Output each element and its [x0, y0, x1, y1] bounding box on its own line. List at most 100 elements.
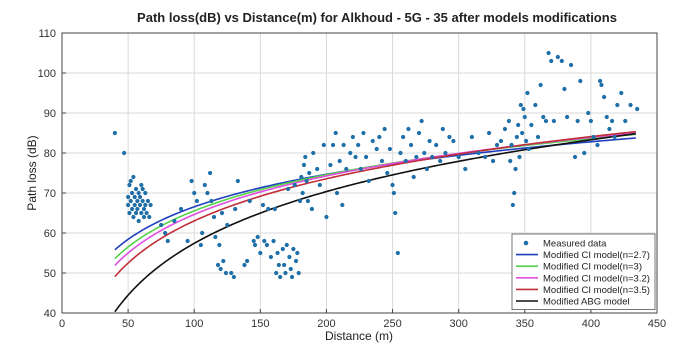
- measured-data-point: [341, 142, 346, 148]
- x-tick-label: 150: [251, 318, 269, 330]
- measured-data-point: [293, 258, 299, 264]
- measured-data-point: [490, 158, 496, 164]
- measured-data-point: [272, 206, 277, 212]
- measured-data-point: [575, 118, 580, 124]
- measured-data-point: [568, 62, 574, 68]
- measured-data-point: [541, 114, 546, 120]
- measured-data-point: [126, 202, 131, 208]
- measured-data-point: [264, 242, 270, 248]
- measured-data-point: [599, 82, 604, 88]
- measured-data-point: [440, 126, 445, 132]
- measured-data-point: [546, 50, 551, 56]
- measured-data-point: [595, 142, 600, 148]
- measured-data-point: [443, 150, 448, 156]
- x-axis-ticks: 0 50 100 150 200 250 300 350 400 450: [59, 309, 666, 330]
- measured-data-point: [301, 162, 307, 168]
- legend-entry-label: Modified CI model(n=2.7): [543, 250, 650, 261]
- line-modified-abg-model: [114, 132, 636, 313]
- measured-data-point: [447, 134, 452, 140]
- measured-data-point: [137, 194, 143, 200]
- legend-entry-label: Modified CI model(n=3.5): [543, 285, 650, 296]
- measured-data-point: [398, 150, 403, 156]
- measured-data-point: [395, 250, 400, 256]
- measured-data-point: [406, 126, 411, 132]
- measured-data-point: [494, 142, 500, 148]
- measured-data-point: [300, 190, 305, 196]
- measured-data-point: [469, 134, 474, 140]
- measured-data-point: [510, 202, 515, 208]
- legend-box: [511, 233, 656, 310]
- measured-data-point: [233, 206, 238, 212]
- measured-data-point: [141, 214, 147, 220]
- measured-data-point: [258, 250, 263, 256]
- measured-data-point: [559, 58, 564, 64]
- measured-data-point: [591, 134, 596, 140]
- measured-data-point: [635, 106, 640, 112]
- y-tick-label: 110: [38, 28, 56, 40]
- measured-data-point: [321, 142, 326, 148]
- x-tick-label: 50: [122, 318, 134, 330]
- measured-data-point: [266, 206, 271, 212]
- measured-data-point: [136, 190, 141, 196]
- x-tick-label: 400: [582, 318, 600, 330]
- measured-data-point: [385, 170, 390, 176]
- measured-data-point: [370, 138, 375, 144]
- measured-data-point: [543, 118, 549, 124]
- measured-data-point: [136, 218, 141, 224]
- measured-data-point: [297, 198, 303, 204]
- measured-data-point: [521, 106, 526, 112]
- measured-data-point: [148, 202, 153, 208]
- measured-data-point: [334, 190, 340, 196]
- measured-data-point: [213, 234, 218, 240]
- measured-data-point: [438, 158, 443, 164]
- measured-data-point: [506, 118, 512, 124]
- measured-data-point: [202, 182, 207, 188]
- measured-data-point: [364, 154, 369, 160]
- measured-data-point: [524, 138, 529, 144]
- y-tick-label: 60: [44, 228, 56, 240]
- measured-data-point: [229, 270, 234, 276]
- measured-data-point: [284, 242, 289, 248]
- measured-data-point: [476, 150, 481, 156]
- measured-data-point: [198, 242, 203, 248]
- measured-data-point: [317, 182, 322, 188]
- measured-data-point: [564, 114, 570, 120]
- measured-data-point: [518, 102, 523, 108]
- measured-data-point: [609, 118, 615, 124]
- measured-data-point: [612, 134, 617, 140]
- measured-data-point: [538, 82, 543, 88]
- measured-data-point: [133, 210, 139, 216]
- measured-points: [112, 50, 640, 280]
- measured-data-point: [194, 198, 199, 204]
- measured-data-point: [628, 102, 633, 108]
- model-lines: [114, 130, 636, 313]
- measured-data-point: [209, 198, 214, 204]
- measured-data-point: [358, 166, 363, 172]
- measured-data-point: [274, 270, 279, 276]
- measured-data-point: [517, 154, 522, 160]
- measured-data-point: [555, 54, 560, 60]
- measured-data-point: [205, 190, 210, 196]
- measured-data-point: [513, 166, 518, 172]
- measured-data-point: [307, 170, 312, 176]
- measured-data-point: [309, 206, 314, 212]
- y-tick-label: 50: [44, 268, 56, 280]
- y-tick-label: 90: [44, 108, 56, 120]
- measured-data-point: [141, 206, 147, 212]
- measured-data-point: [145, 198, 151, 204]
- measured-data-point: [295, 250, 300, 256]
- measured-data-point: [235, 178, 240, 184]
- legend-entry-label: Measured data: [543, 239, 607, 250]
- measured-data-point: [434, 142, 439, 148]
- measured-data-point: [245, 258, 250, 264]
- measured-data-point: [393, 210, 398, 216]
- measured-data-point: [189, 178, 194, 184]
- measured-data-point: [390, 182, 395, 188]
- y-tick-label: 80: [44, 148, 56, 160]
- measured-data-point: [522, 114, 527, 120]
- measured-data-point: [260, 202, 266, 208]
- measured-data-point: [525, 90, 530, 96]
- measured-data-point: [451, 138, 456, 144]
- measured-data-point: [602, 94, 607, 100]
